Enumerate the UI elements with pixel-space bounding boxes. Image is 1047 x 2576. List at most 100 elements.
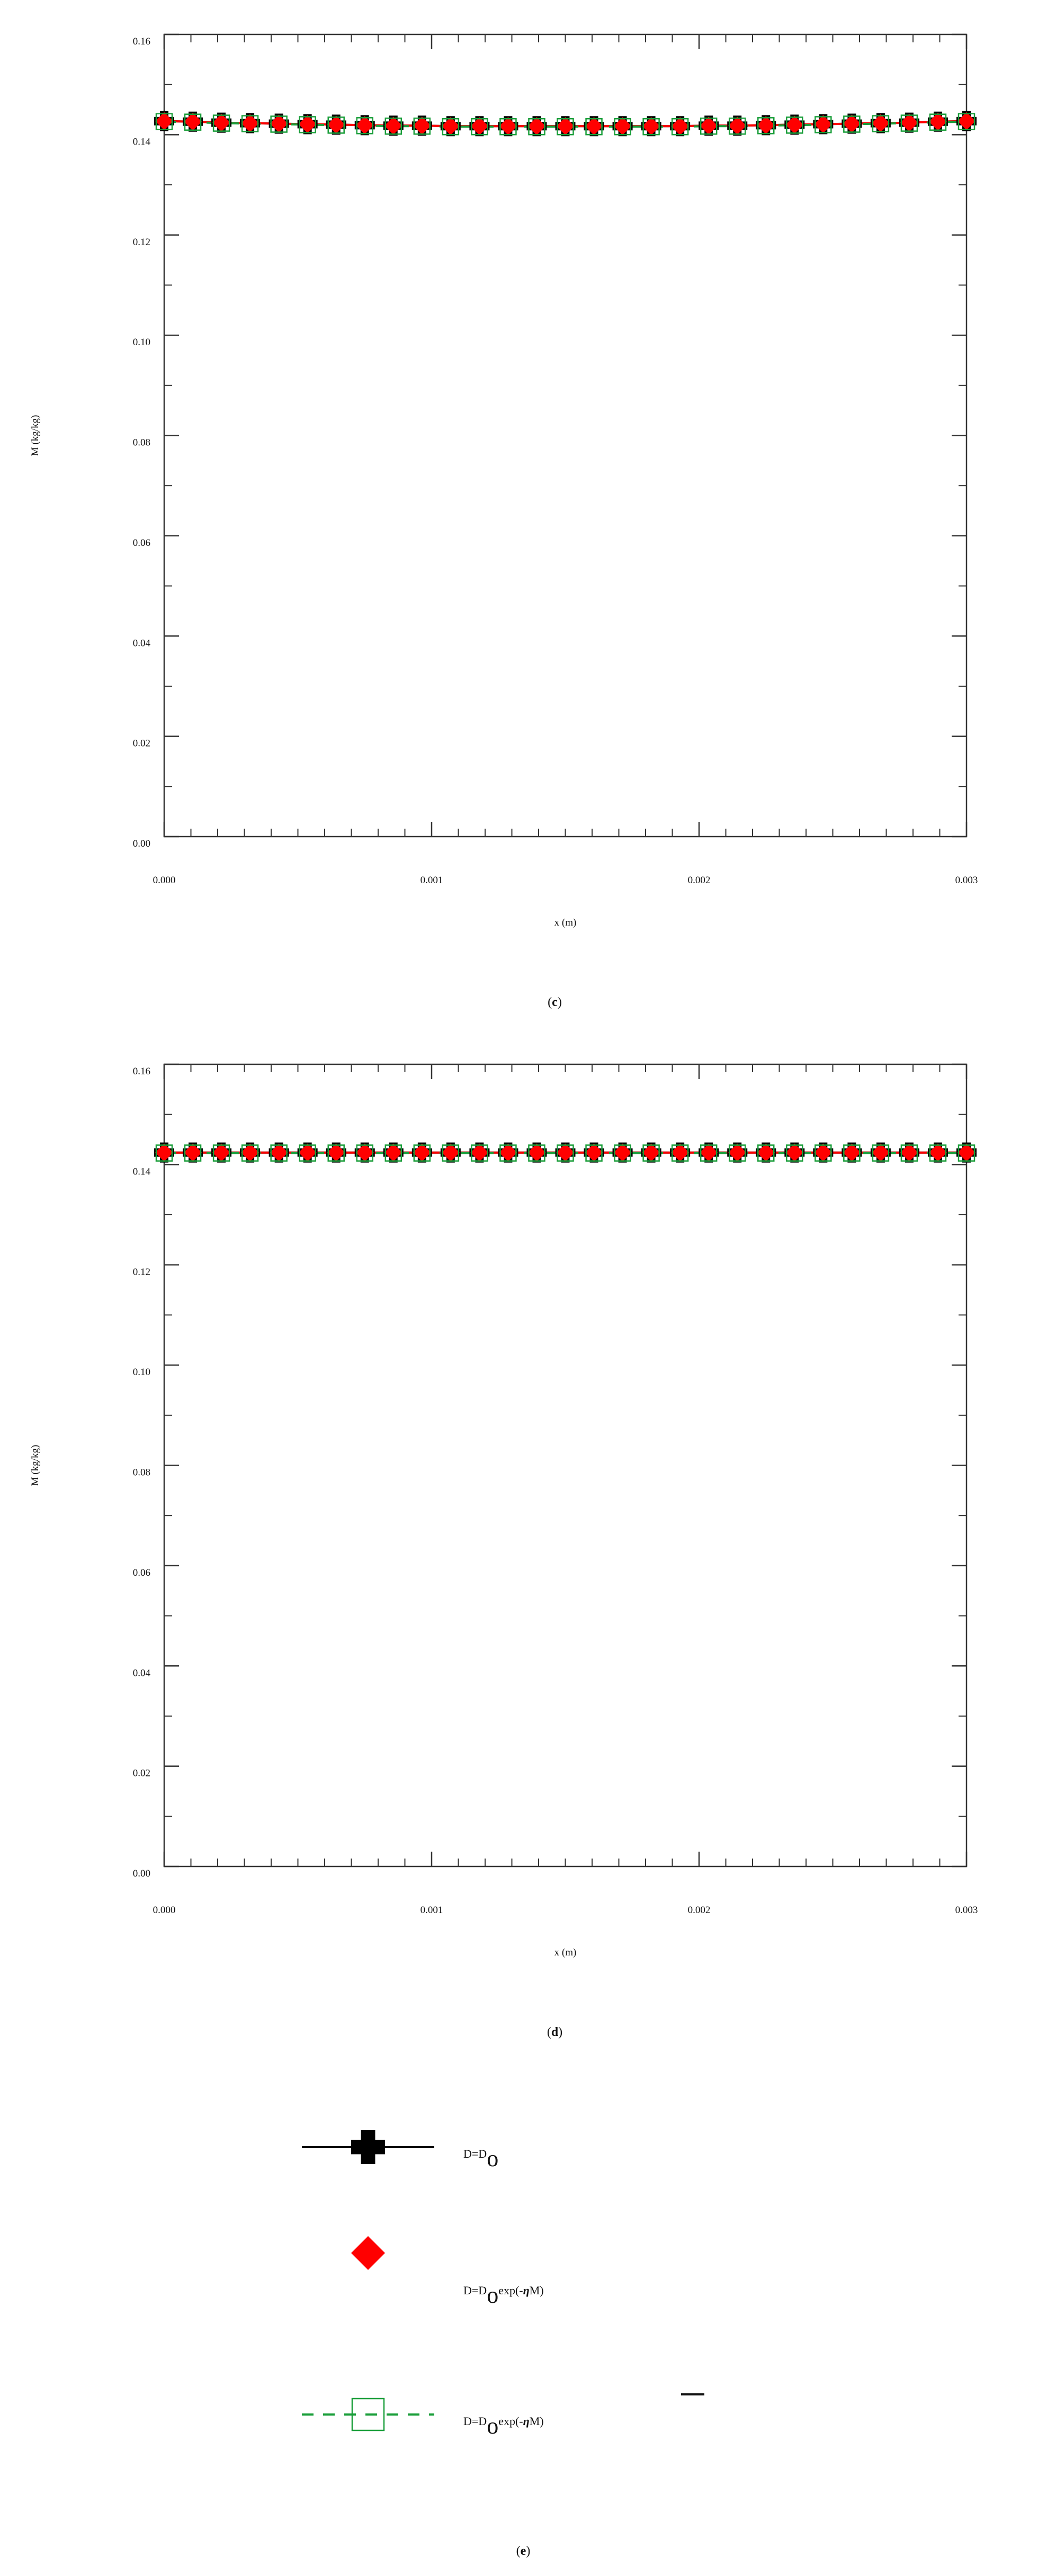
y-tick-label: 0.08 [133, 437, 150, 448]
series-1-point [384, 116, 402, 135]
series-1-point [928, 1143, 947, 1162]
series-2-point [843, 115, 861, 133]
series-2-point [728, 118, 746, 135]
y-tick-label: 0.06 [133, 1567, 150, 1578]
series-2-point [471, 118, 488, 136]
y-axis-label: M (kg/kg) [30, 1445, 41, 1486]
series-1-point [642, 117, 660, 136]
series-1-point [527, 117, 546, 136]
panel-label-letter: e [521, 2544, 526, 2558]
y-tick-label: 0.16 [133, 36, 150, 47]
series-1-point [556, 117, 575, 136]
series-2-point [241, 1144, 259, 1162]
series-2-point [241, 115, 259, 132]
series-1-point [241, 114, 259, 132]
series-1-point [728, 116, 747, 135]
series-2-point [786, 1144, 803, 1162]
series-2-point [299, 1144, 316, 1162]
y-tick-label: 0.08 [133, 1467, 150, 1478]
series-1-point [270, 1143, 288, 1162]
series-2-point [557, 118, 574, 136]
y-tick-label: 0.00 [133, 838, 150, 849]
y-tick-label: 0.06 [133, 537, 150, 549]
series-2-point [413, 1144, 431, 1162]
series-2-point [270, 1144, 288, 1162]
panel-label-open: ( [548, 995, 552, 1009]
legend-text-sub: o [487, 2146, 498, 2171]
x-tick-label: 0.000 [153, 875, 176, 886]
series-1-point [700, 116, 718, 135]
series-2-point [757, 1144, 775, 1162]
series-2-point [184, 113, 202, 131]
series-2-point [184, 1144, 202, 1162]
series-1-point [270, 114, 288, 133]
series-1-point [900, 1143, 918, 1162]
x-tick-label: 0.002 [688, 1905, 711, 1916]
series-2-point [843, 1144, 861, 1162]
y-tick-label: 0.14 [133, 1166, 151, 1177]
y-tick-label: 0.02 [133, 1768, 150, 1779]
series-1-point [585, 1143, 603, 1162]
legend-text-main: D=D [463, 2415, 487, 2428]
x-tick-label: 0.000 [153, 1905, 176, 1916]
series-2-point [929, 1144, 947, 1162]
series-2-point [327, 1144, 345, 1162]
series-2-point [957, 1144, 976, 1162]
series-1-point [785, 1143, 804, 1162]
legend-entry-1: D=Doexp(-ηM) [351, 2236, 544, 2308]
series-1-point [470, 1143, 489, 1162]
series-1-point [355, 1143, 374, 1162]
series-2-point [815, 116, 832, 133]
series-2-point [270, 115, 288, 133]
series-2-point [872, 1144, 890, 1162]
series-1-point [556, 1143, 575, 1162]
series-1-point [184, 1143, 202, 1162]
series-2-point [384, 118, 402, 135]
series-1-point [957, 1143, 976, 1162]
x-axis-label: x (m) [554, 917, 577, 928]
legend-marker [351, 2398, 385, 2431]
y-tick-label: 0.12 [133, 237, 150, 248]
series-2-point [614, 1144, 631, 1162]
y-tick-label: 0.16 [133, 1066, 150, 1077]
series-2-point [671, 118, 689, 136]
series-2-point [815, 1144, 832, 1162]
legend: D=D o D=Doexp(-ηM) D=Doexp(-ηM) (e) [302, 2130, 704, 2558]
legend-label: D=Doexp(-ηM) [463, 2413, 544, 2439]
series-1-point [757, 1143, 775, 1162]
legend-marker-v [361, 2130, 375, 2164]
series-1-point [413, 1143, 431, 1162]
legend-text-tail: M) [530, 2284, 544, 2297]
panel-label-open: ( [547, 2025, 551, 2039]
series-1-point [298, 1143, 317, 1162]
series-1-point [957, 112, 976, 130]
y-tick-label: 0.02 [133, 738, 150, 749]
series-2-point [499, 1144, 517, 1162]
panel-label-letter: d [551, 2025, 559, 2039]
y-tick-label: 0.10 [133, 1367, 150, 1378]
series-2-point [700, 118, 718, 135]
series-1-point [642, 1143, 660, 1162]
series-2-point [327, 116, 345, 134]
series-1-point [327, 1143, 345, 1162]
series-1-point [184, 112, 202, 131]
series-2-point [356, 117, 373, 134]
legend-text-rest: exp(- [498, 2284, 523, 2297]
series-2-point [757, 117, 775, 134]
series-1-point [212, 1143, 231, 1162]
series-1-point [757, 116, 775, 134]
series-2-point [442, 1144, 460, 1162]
series-2-point [671, 1144, 689, 1162]
x-axis-label: x (m) [554, 1947, 577, 1958]
series-1-point [613, 1143, 632, 1162]
series-2-point [614, 118, 631, 136]
series-1-point [413, 116, 431, 135]
series-2-point [471, 1144, 488, 1162]
legend-text-rest: exp(- [498, 2415, 523, 2428]
series-1-point [613, 117, 632, 136]
series-1-point [843, 114, 861, 133]
series-1-point [384, 1143, 402, 1162]
series-1-point [470, 117, 489, 136]
panel-label: (e) [516, 2544, 531, 2558]
x-tick-label: 0.003 [955, 1905, 978, 1916]
